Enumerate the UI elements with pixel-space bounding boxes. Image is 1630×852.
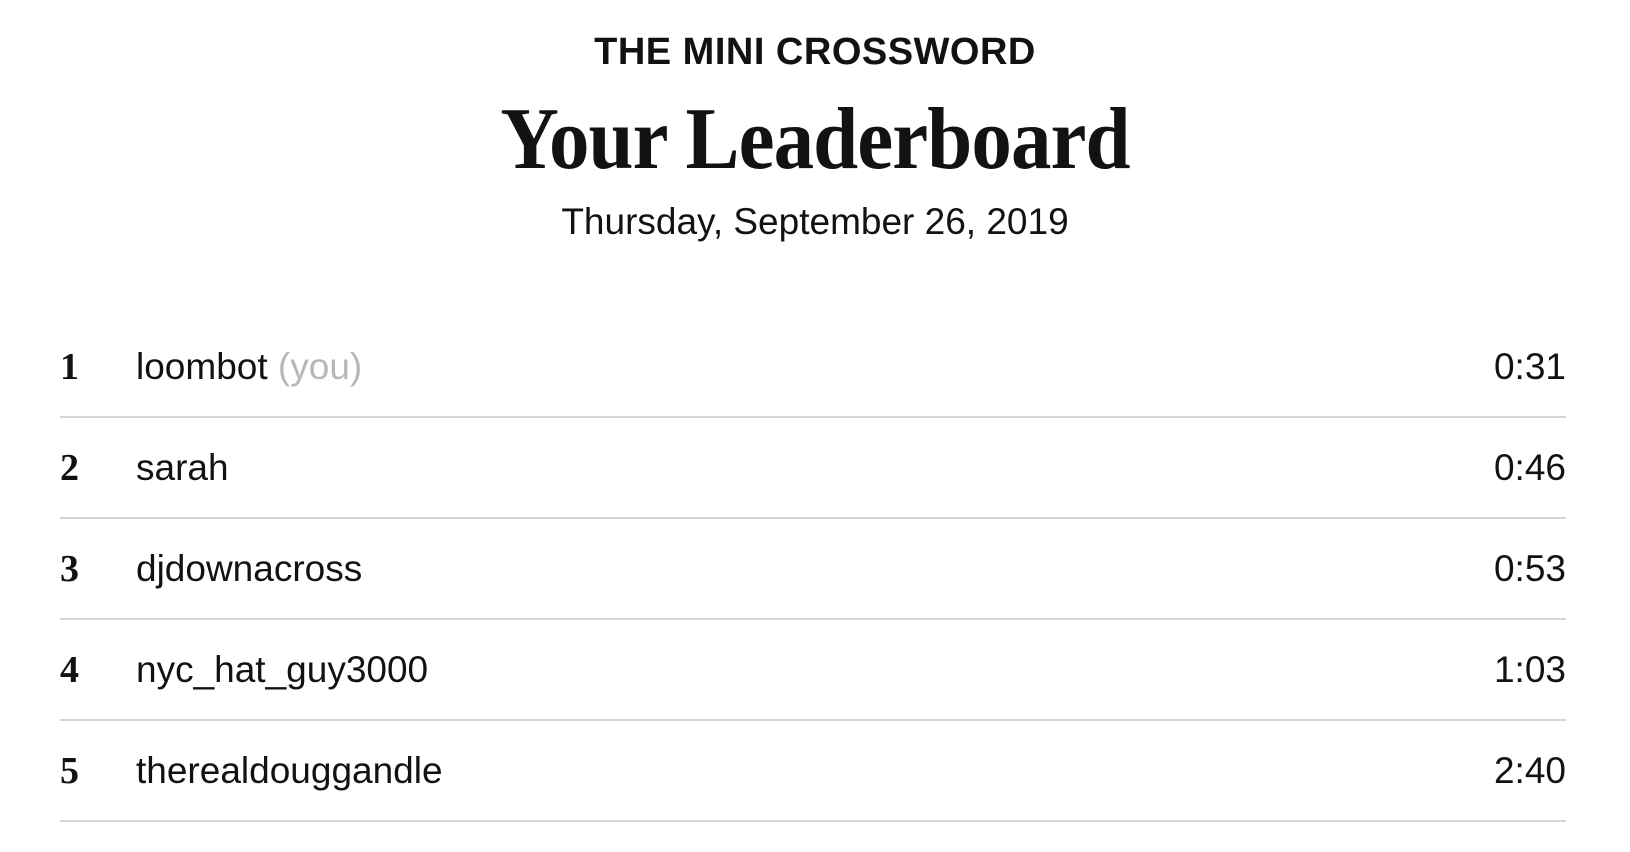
leaderboard-row: 1 loombot (you) 0:31 — [60, 317, 1566, 418]
leaderboard-row: 3 djdownacross 0:53 — [60, 519, 1566, 620]
player-name: sarah — [136, 447, 229, 488]
player-name-text: loombot — [136, 346, 268, 387]
page-title: Your Leaderboard — [500, 91, 1130, 188]
you-tag: (you) — [277, 346, 363, 387]
solve-time: 1:03 — [1493, 649, 1566, 690]
leaderboard-row: 2 sarah 0:46 — [60, 418, 1566, 519]
player-name: therealdouggandle — [136, 750, 443, 791]
solve-time: 0:31 — [1493, 346, 1566, 387]
rank-number: 5 — [60, 750, 79, 792]
puzzle-date: Thursday, September 26, 2019 — [561, 201, 1069, 242]
player-name: loombot (you) — [136, 345, 362, 389]
game-kicker: THE MINI CROSSWORD — [594, 31, 1036, 73]
rank-number: 1 — [60, 346, 79, 388]
solve-time: 0:53 — [1493, 548, 1566, 589]
rank-number: 2 — [60, 447, 79, 489]
leaderboard-row: 5 therealdouggandle 2:40 — [60, 721, 1566, 822]
leaderboard-header: THE MINI CROSSWORD Your Leaderboard Thur… — [0, 0, 1630, 244]
player-name: nyc_hat_guy3000 — [136, 649, 429, 690]
leaderboard-list: 1 loombot (you) 0:31 2 sarah 0:46 3 djdo… — [60, 317, 1566, 822]
leaderboard-row: 4 nyc_hat_guy3000 1:03 — [60, 620, 1566, 721]
solve-time: 2:40 — [1493, 750, 1566, 791]
rank-number: 4 — [60, 649, 79, 691]
rank-number: 3 — [60, 548, 79, 590]
solve-time: 0:46 — [1493, 447, 1566, 488]
player-name: djdownacross — [136, 548, 363, 589]
